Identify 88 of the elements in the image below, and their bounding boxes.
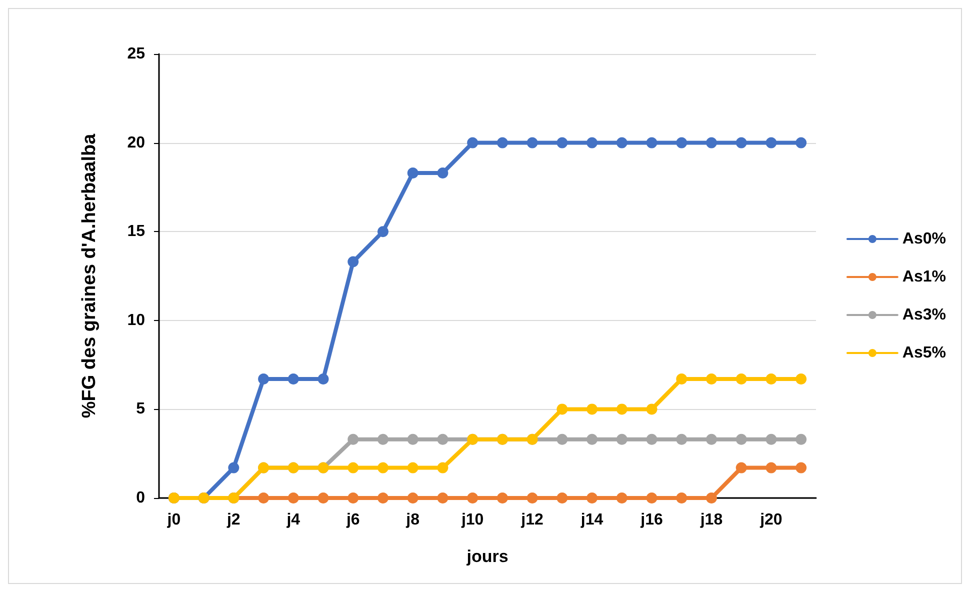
point <box>556 137 568 148</box>
x-tick-label: j2 <box>226 512 240 528</box>
point <box>616 434 628 445</box>
x-axis-title: jours <box>466 547 508 566</box>
point <box>586 137 598 148</box>
point <box>526 137 538 148</box>
point <box>586 404 598 415</box>
point <box>706 374 717 385</box>
y-tick-label: 25 <box>127 46 146 62</box>
point <box>706 492 717 504</box>
point <box>407 434 418 445</box>
x-tick-label: j16 <box>640 512 663 528</box>
y-tick-label: 0 <box>136 490 146 506</box>
point <box>796 434 807 445</box>
y-tick-label: 5 <box>136 400 146 418</box>
point <box>377 492 388 504</box>
point <box>736 137 747 148</box>
point <box>616 492 628 504</box>
y-axis-title: %FG des graines d'A.herbaalba <box>79 133 100 418</box>
point <box>258 374 270 385</box>
point <box>437 492 448 504</box>
point <box>348 256 359 268</box>
point <box>288 492 299 504</box>
x-tick-label: j12 <box>520 512 544 528</box>
point <box>676 492 688 504</box>
point <box>556 434 568 445</box>
point <box>736 462 747 474</box>
point <box>288 374 299 385</box>
point <box>676 374 688 385</box>
point <box>258 492 270 504</box>
point <box>437 167 448 178</box>
point <box>467 137 478 148</box>
point <box>437 462 448 474</box>
point <box>766 462 777 474</box>
y-tick-label: 15 <box>127 223 146 240</box>
point <box>796 374 807 385</box>
point <box>556 492 568 504</box>
legend-label: As1% <box>902 268 946 286</box>
point <box>736 374 747 385</box>
point <box>377 462 388 474</box>
point <box>407 167 418 178</box>
point <box>526 492 538 504</box>
point <box>766 137 777 148</box>
point <box>437 434 448 445</box>
x-tick-label: j18 <box>699 512 723 528</box>
x-tick-label: j10 <box>460 512 484 528</box>
point <box>616 404 628 415</box>
point <box>736 434 747 445</box>
point <box>796 137 807 148</box>
legend-label: As3% <box>902 306 946 324</box>
point <box>706 434 717 445</box>
point <box>348 492 359 504</box>
x-tick-label: j6 <box>345 512 360 528</box>
point <box>318 374 329 385</box>
point <box>796 462 807 474</box>
point <box>586 492 598 504</box>
legend-label: As0% <box>902 230 946 248</box>
point <box>616 137 628 148</box>
point <box>676 137 688 148</box>
point <box>646 137 658 148</box>
y-tick-label: 10 <box>127 312 146 329</box>
point <box>467 492 478 504</box>
point <box>407 492 418 504</box>
x-tick-label: j0 <box>166 512 181 528</box>
y-tick-label: 20 <box>127 134 146 152</box>
point <box>407 462 418 474</box>
point <box>377 434 388 445</box>
point <box>706 137 717 148</box>
point <box>496 137 508 148</box>
point <box>228 462 240 474</box>
point <box>348 462 359 474</box>
point <box>766 374 777 385</box>
point <box>766 434 777 445</box>
x-tick-label: j8 <box>405 512 420 528</box>
point <box>646 492 658 504</box>
x-tick-label: j4 <box>286 512 300 528</box>
x-tick-label: j14 <box>580 512 604 528</box>
legend-label: As5% <box>902 344 946 362</box>
point <box>646 404 658 415</box>
point <box>646 434 658 445</box>
x-tick-label: j20 <box>759 512 782 528</box>
point <box>556 404 568 415</box>
point <box>318 492 329 504</box>
point <box>348 434 359 445</box>
point <box>586 434 598 445</box>
point <box>676 434 688 445</box>
point <box>377 226 388 238</box>
point <box>496 492 508 504</box>
